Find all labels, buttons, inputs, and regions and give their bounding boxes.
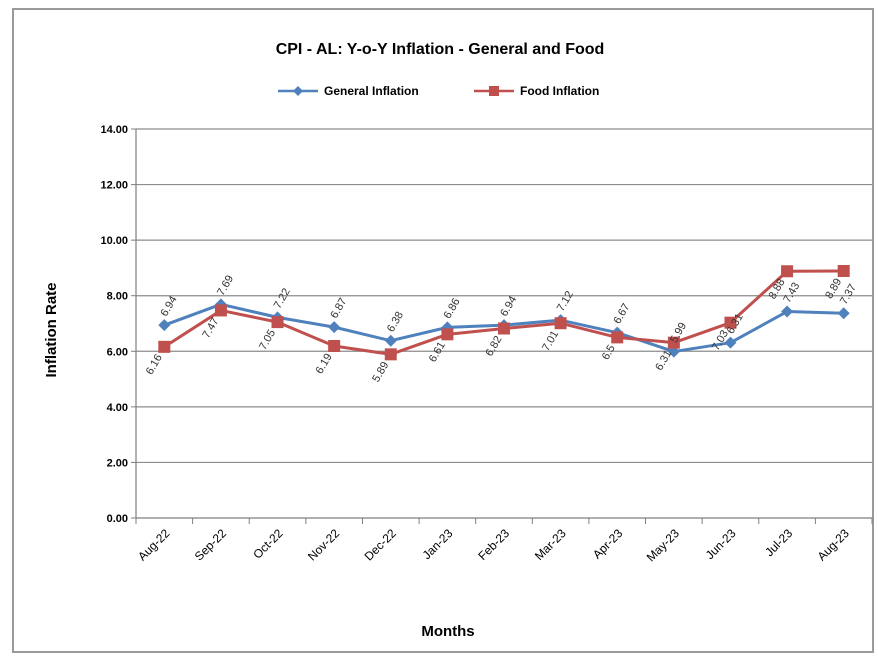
legend-marker-food [489, 86, 499, 96]
general-inflation-point [724, 336, 737, 349]
food-inflation-point [158, 340, 171, 353]
x-tick-label: Aug-23 [815, 526, 852, 563]
y-tick-label: 4.00 [107, 402, 128, 414]
x-tick-label: Jul-23 [762, 526, 795, 559]
food-data-label: 6.5 [600, 343, 618, 362]
food-data-label: 7.01 [540, 329, 561, 354]
x-tick-label: Dec-22 [362, 526, 399, 563]
food-data-label: 5.89 [370, 360, 391, 385]
food-inflation-point [554, 317, 567, 330]
food-inflation-point [781, 265, 794, 278]
y-tick-label: 2.00 [107, 457, 128, 469]
x-tick-label: Jan-23 [420, 526, 456, 562]
general-data-label: 6.86 [442, 296, 463, 321]
general-data-label: 5.99 [668, 321, 689, 346]
food-inflation-point [667, 336, 680, 349]
x-axis-ticks: Aug-22 Sep-22 Oct-22 Nov-22 Dec-22 Jan-23 Feb-… [135, 526, 852, 564]
y-tick-label: 14.00 [100, 124, 128, 136]
general-data-label: 6.87 [328, 296, 349, 321]
x-tick-label: Nov-22 [305, 526, 342, 563]
general-inflation-point [328, 321, 341, 334]
general-data-label: 7.69 [215, 273, 236, 298]
chart-title: CPI - AL: Y-o-Y Inflation - General and … [276, 41, 605, 58]
x-tick-label: Aug-22 [135, 526, 172, 563]
y-tick-label: 12.00 [100, 180, 128, 192]
legend-label-food: Food Inflation [520, 84, 599, 98]
general-inflation-point [837, 307, 850, 320]
food-inflation-point [384, 348, 397, 361]
x-tick-label: Sep-22 [192, 526, 229, 563]
food-inflation-point [724, 316, 737, 329]
y-tick-label: 10.00 [100, 235, 128, 247]
x-tick-label: May-23 [644, 526, 682, 564]
x-tick-label: Feb-23 [475, 526, 512, 563]
food-data-label: 7.05 [257, 328, 278, 353]
general-data-label: 6.94 [498, 294, 519, 319]
y-tick-label: 6.00 [107, 346, 128, 358]
legend-item-general: General Inflation [278, 84, 419, 98]
general-data-label: 6.38 [385, 310, 406, 335]
food-inflation-point [271, 316, 284, 329]
y-axis-label: Inflation Rate [43, 282, 60, 377]
y-tick-label: 8.00 [107, 291, 128, 303]
food-data-label: 6.16 [144, 352, 165, 377]
x-tick-label: Mar-23 [532, 526, 569, 563]
x-tick-label: Jun-23 [703, 526, 739, 562]
food-inflation-point [837, 264, 850, 277]
general-inflation-point [781, 305, 794, 318]
y-tick-label: 0.00 [107, 513, 128, 525]
general-inflation-point [384, 334, 397, 347]
general-inflation-point [158, 319, 171, 332]
general-data-label: 6.67 [611, 302, 632, 327]
food-inflation-point [441, 328, 454, 341]
food-inflation-point [498, 322, 510, 335]
food-inflation-point [611, 331, 624, 344]
food-inflation-point [214, 304, 227, 317]
legend: General Inflation Food Inflation [278, 84, 599, 98]
food-inflation-point [328, 340, 341, 353]
food-data-label: 6.19 [314, 352, 335, 377]
series-group [158, 264, 850, 361]
x-tick-label: Oct-22 [250, 526, 286, 562]
x-axis-label: Months [421, 623, 474, 640]
general-data-label: 6.94 [159, 294, 180, 319]
legend-item-food: Food Inflation [474, 84, 599, 98]
legend-label-general: General Inflation [324, 84, 419, 98]
food-data-label: 6.61 [427, 340, 448, 365]
food-data-label: 6.82 [483, 334, 504, 359]
x-tick-label: Apr-23 [590, 526, 626, 562]
y-axis-ticks: 0.00 2.00 4.00 6.00 8.00 10.00 12.00 14.00 [100, 124, 128, 525]
general-data-label: 7.12 [555, 289, 576, 314]
legend-marker-general [293, 86, 303, 96]
x-axis [135, 129, 873, 524]
food-data-label: 7.47 [200, 316, 221, 341]
gridlines [131, 128, 872, 519]
general-data-label: 7.22 [272, 286, 293, 311]
